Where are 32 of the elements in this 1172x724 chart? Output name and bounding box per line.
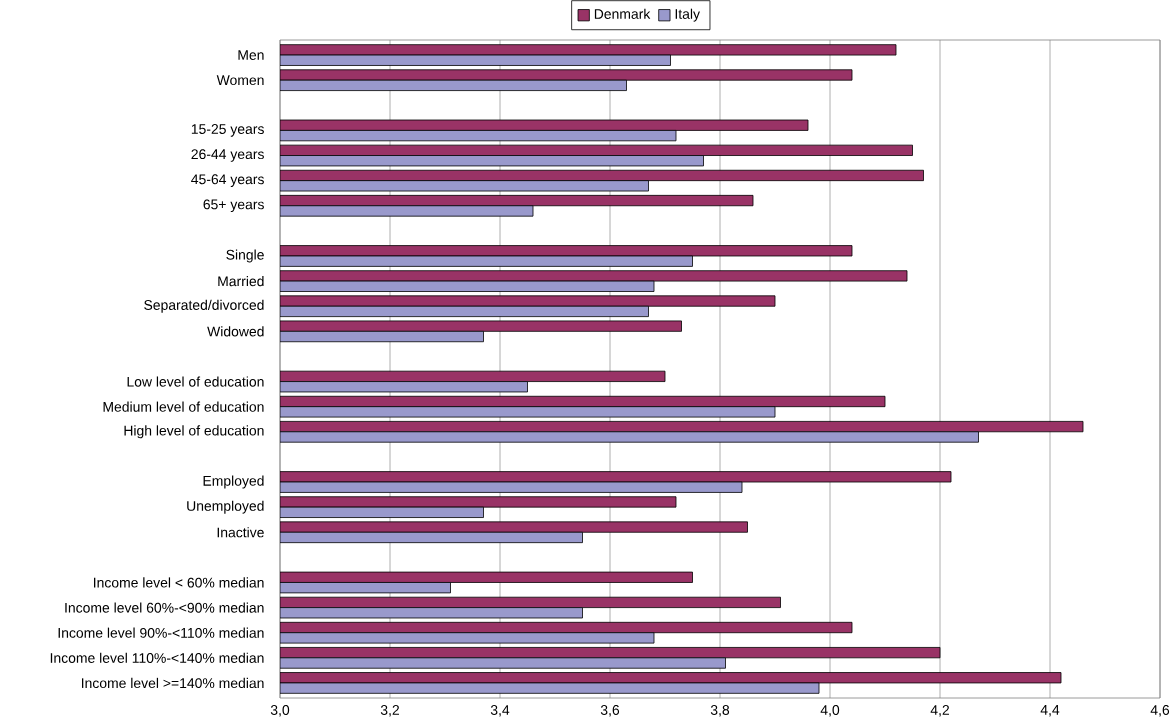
legend-label: Denmark: [594, 8, 651, 19]
y-tick-label: High level of education: [124, 425, 264, 439]
y-tick-label: Income level 110%-<140% median: [50, 652, 264, 663]
y-tick-label: Widowed: [207, 326, 264, 337]
y-tick-label: Medium level of education: [103, 401, 264, 412]
x-tick-label: 4,6: [1150, 705, 1170, 717]
y-tick-label: Unemployed: [187, 500, 264, 514]
x-tick-label: 3,4: [490, 705, 510, 717]
x-tick-label: 3,2: [380, 705, 399, 717]
x-tick-label: 4,4: [1040, 705, 1060, 717]
y-tick-label: Women: [216, 75, 264, 86]
y-tick-label: Income level < 60% median: [94, 577, 264, 588]
y-tick-label: 45-64 years: [191, 174, 264, 187]
y-tick-label: Low level of education: [127, 376, 264, 387]
y-tick-label: 15-25 years: [191, 124, 264, 137]
y-tick-label: Income level 90%-<110% median: [58, 627, 264, 638]
y-tick-label: Inactive: [217, 527, 264, 538]
y-tick-label: 65+ years: [203, 199, 264, 213]
legend-label: Italy: [675, 8, 700, 22]
y-tick-label: Single: [226, 249, 264, 263]
y-tick-label: Men: [238, 50, 264, 60]
y-tick-label: Income level 60%-<90% median: [65, 602, 264, 613]
y-tick-label: Income level >=140% median: [81, 677, 264, 689]
y-tick-label: Employed: [203, 475, 264, 489]
y-tick-label: 26-44 years: [191, 149, 264, 162]
x-tick-label: 3,0: [270, 705, 290, 717]
y-tick-label: Separated/divorced: [144, 299, 264, 313]
x-tick-label: 4,2: [930, 705, 950, 717]
x-tick-label: 3,6: [600, 705, 620, 717]
x-tick-label: 3,8: [710, 705, 730, 717]
x-tick-label: 4,0: [820, 705, 840, 717]
y-tick-label: Married: [218, 275, 264, 287]
